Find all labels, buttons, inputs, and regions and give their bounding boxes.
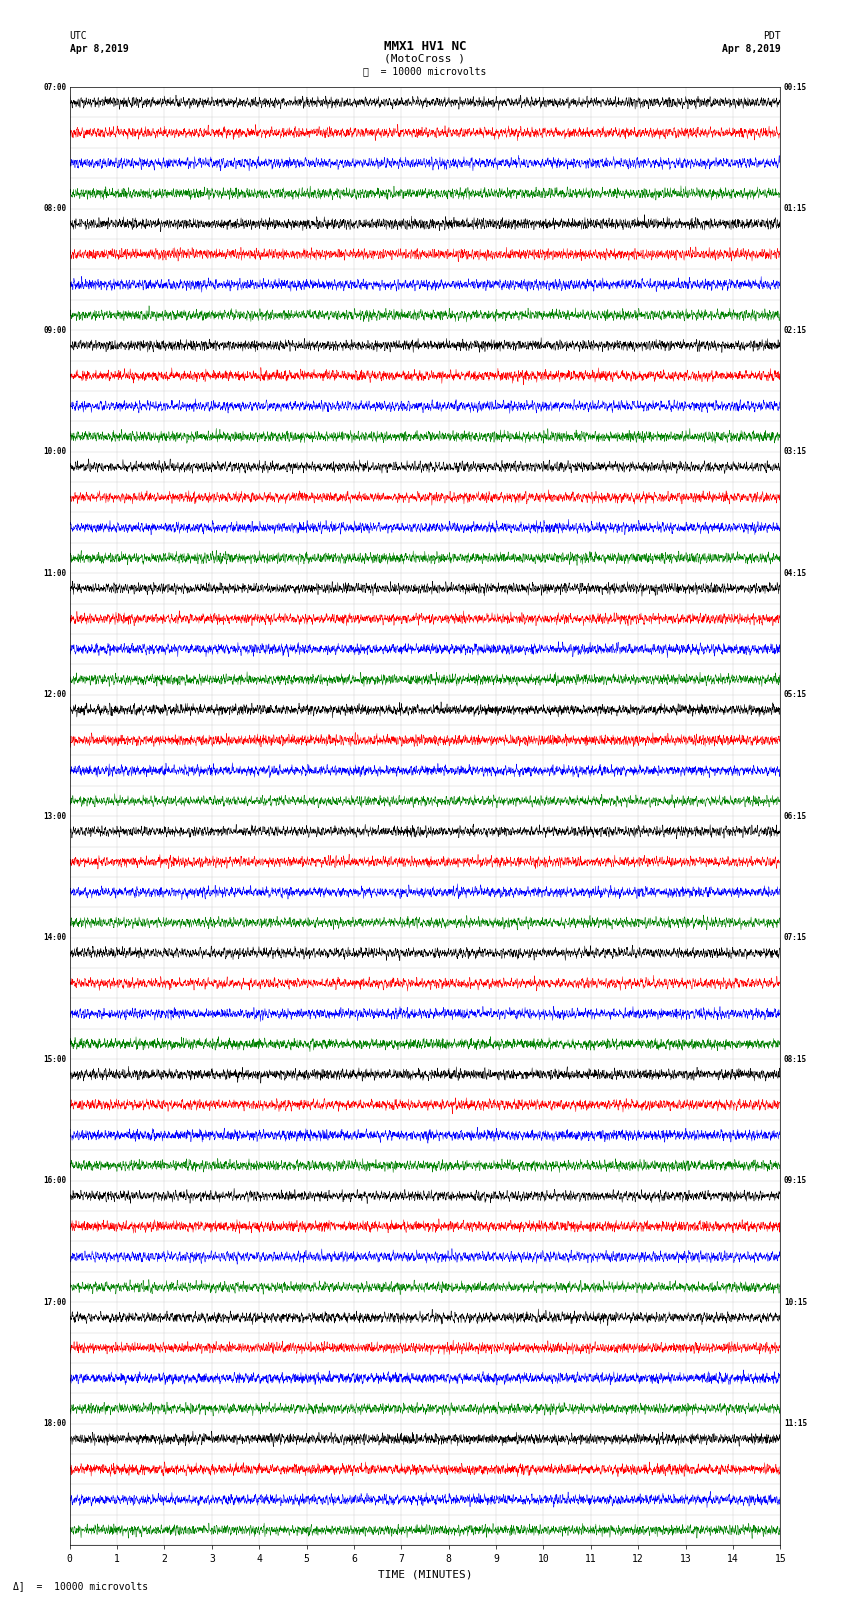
Text: 09:15: 09:15 xyxy=(784,1176,807,1186)
Text: MMX1 HV1 NC: MMX1 HV1 NC xyxy=(383,40,467,53)
Text: Apr 8,2019: Apr 8,2019 xyxy=(70,44,128,53)
Text: 01:15: 01:15 xyxy=(784,205,807,213)
Text: Δ]  =  10000 microvolts: Δ] = 10000 microvolts xyxy=(13,1581,148,1590)
Text: 07:15: 07:15 xyxy=(784,934,807,942)
Text: 08:15: 08:15 xyxy=(784,1055,807,1063)
Text: 04:15: 04:15 xyxy=(784,569,807,577)
Text: 08:00: 08:00 xyxy=(43,205,66,213)
Text: 14:00: 14:00 xyxy=(43,934,66,942)
Text: 17:00: 17:00 xyxy=(43,1298,66,1307)
Text: 02:15: 02:15 xyxy=(784,326,807,334)
Text: 16:00: 16:00 xyxy=(43,1176,66,1186)
Text: 10:15: 10:15 xyxy=(784,1298,807,1307)
Text: (MotoCross ): (MotoCross ) xyxy=(384,53,466,63)
Text: UTC: UTC xyxy=(70,31,88,40)
Text: PDT: PDT xyxy=(762,31,780,40)
Text: 06:15: 06:15 xyxy=(784,811,807,821)
Text: 13:00: 13:00 xyxy=(43,811,66,821)
Text: 18:00: 18:00 xyxy=(43,1419,66,1428)
Text: 15:00: 15:00 xyxy=(43,1055,66,1063)
Text: 11:15: 11:15 xyxy=(784,1419,807,1428)
X-axis label: TIME (MINUTES): TIME (MINUTES) xyxy=(377,1569,473,1579)
Text: 11:00: 11:00 xyxy=(43,569,66,577)
Text: Apr 8,2019: Apr 8,2019 xyxy=(722,44,780,53)
Text: 09:00: 09:00 xyxy=(43,326,66,334)
Text: ⎹  = 10000 microvolts: ⎹ = 10000 microvolts xyxy=(363,66,487,76)
Text: 10:00: 10:00 xyxy=(43,447,66,456)
Text: 00:15: 00:15 xyxy=(784,82,807,92)
Text: 03:15: 03:15 xyxy=(784,447,807,456)
Text: 05:15: 05:15 xyxy=(784,690,807,698)
Text: 07:00: 07:00 xyxy=(43,82,66,92)
Text: 12:00: 12:00 xyxy=(43,690,66,698)
